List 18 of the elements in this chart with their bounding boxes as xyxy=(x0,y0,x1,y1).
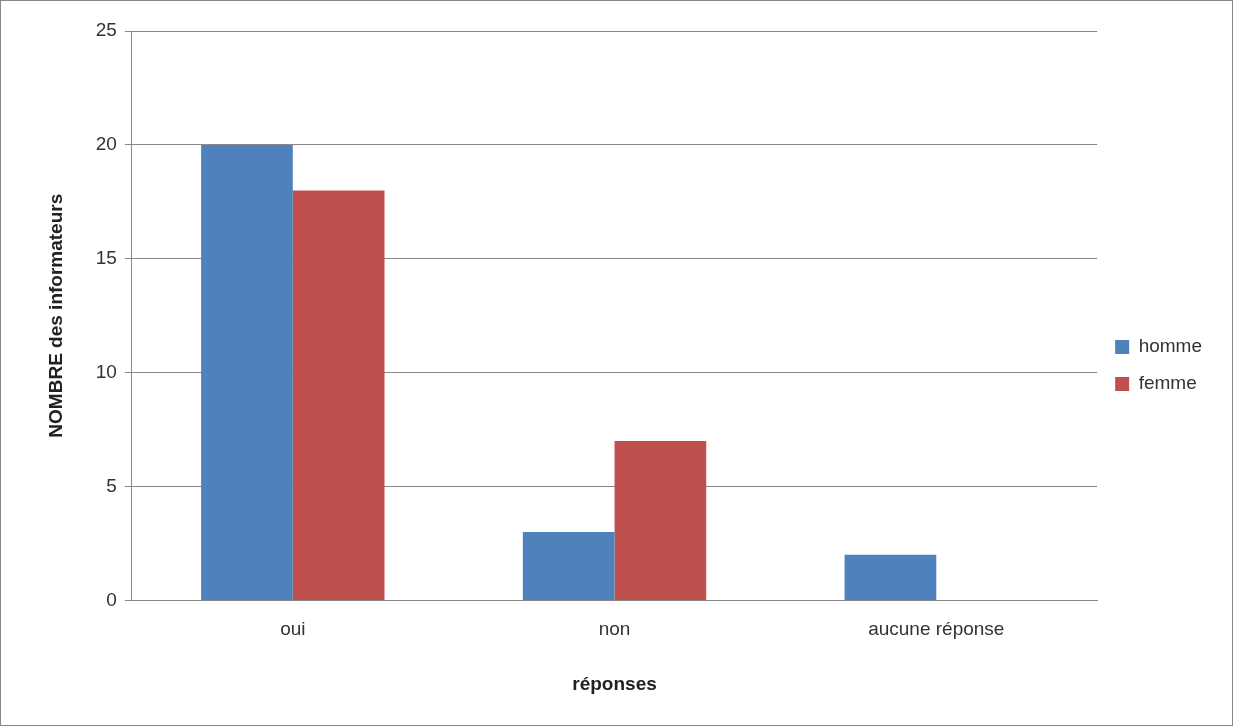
x-axis-title: réponses xyxy=(572,672,657,694)
x-tick-label: aucune réponse xyxy=(868,618,1005,640)
y-axis-title: NOMBRE des informateurs xyxy=(44,193,66,438)
legend-label: homme xyxy=(1138,335,1202,357)
x-tick-label: oui xyxy=(280,618,306,640)
y-tick-label: 0 xyxy=(106,588,117,610)
y-tick-label: 25 xyxy=(95,19,117,41)
bar xyxy=(292,190,385,600)
x-tick-label: non xyxy=(598,618,631,640)
bar xyxy=(614,440,707,600)
y-tick-label: 5 xyxy=(106,474,117,496)
legend-label: femme xyxy=(1138,372,1197,394)
bar xyxy=(844,554,937,600)
y-tick-label: 10 xyxy=(95,360,117,382)
bar xyxy=(201,144,293,600)
bar xyxy=(522,532,615,600)
y-tick-label: 20 xyxy=(95,133,117,155)
y-tick-label: 15 xyxy=(95,246,117,268)
